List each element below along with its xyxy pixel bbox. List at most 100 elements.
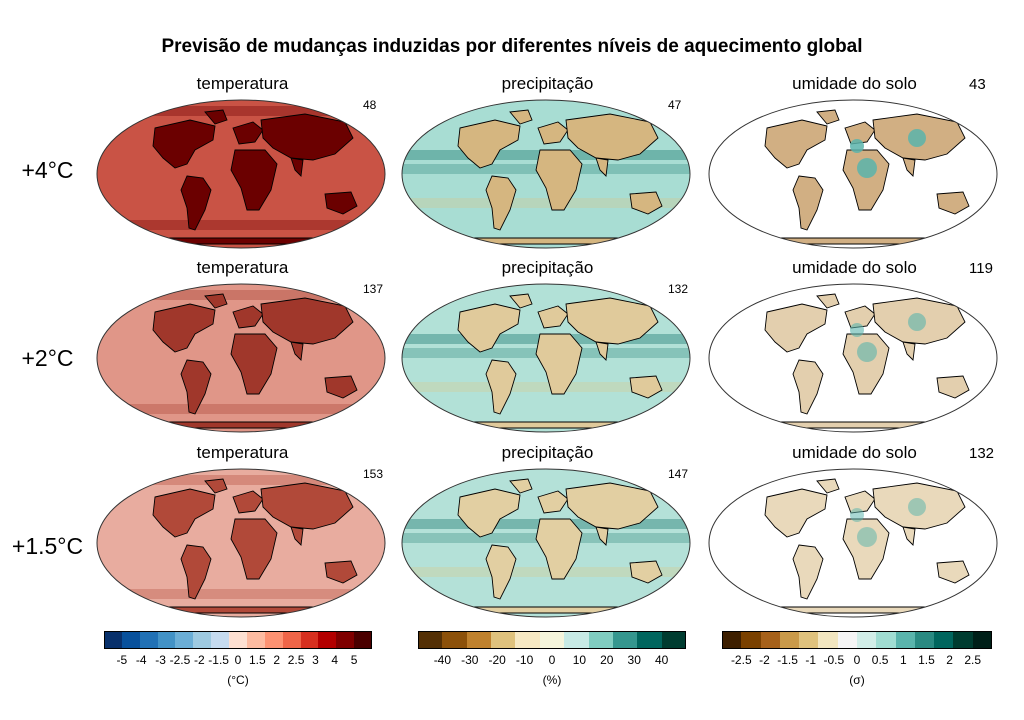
continent-outline bbox=[629, 560, 663, 584]
wetting-patch bbox=[850, 323, 864, 337]
continent-outline bbox=[204, 109, 228, 125]
world-map bbox=[708, 99, 998, 249]
colorbar-tick-label: -4 bbox=[135, 653, 147, 667]
colorbar-swatch bbox=[491, 631, 516, 649]
continent-outline bbox=[152, 119, 216, 169]
continent-outline bbox=[457, 119, 521, 169]
panel-variable-title: precipitação bbox=[501, 443, 594, 462]
colorbar-swatch bbox=[722, 631, 742, 649]
continent-outline bbox=[290, 157, 304, 177]
colorbar-tick-label: 2.5 bbox=[287, 653, 305, 667]
map-panel: precipitação 47 bbox=[400, 74, 695, 254]
continent-outline bbox=[232, 121, 264, 145]
continent-outline bbox=[595, 526, 609, 546]
wetting-patch bbox=[850, 508, 864, 522]
colorbar-unit: (σ) bbox=[849, 673, 865, 687]
colorbar-tick-label: -3 bbox=[155, 653, 166, 667]
panel-variable-title: temperatura bbox=[196, 74, 289, 93]
colorbar-swatch bbox=[564, 631, 590, 649]
continent-outline bbox=[537, 121, 569, 145]
panel-variable-title: umidade do solo bbox=[792, 74, 917, 93]
continent-outline bbox=[535, 149, 583, 211]
colorbar-tick-label: -2.5 bbox=[169, 653, 191, 667]
continent-outline bbox=[842, 149, 890, 211]
continent-outline bbox=[565, 113, 659, 161]
wetting-patch bbox=[908, 498, 926, 516]
colorbar-tick-label: -20 bbox=[488, 653, 506, 667]
map-border bbox=[708, 99, 998, 249]
colorbar-tick-label: 20 bbox=[600, 653, 614, 667]
latitude-band bbox=[97, 404, 385, 414]
continent-outline bbox=[230, 333, 278, 395]
model-count: 132 bbox=[969, 445, 995, 462]
continent-outline bbox=[764, 303, 828, 353]
colorbar-frame bbox=[722, 631, 992, 649]
colorbar-tick-label: -1 bbox=[805, 653, 817, 667]
map-border bbox=[401, 99, 691, 249]
colorbar-swatch bbox=[211, 631, 230, 649]
panel-variable-title: umidade do solo bbox=[792, 258, 917, 277]
map-border bbox=[401, 468, 691, 618]
colorbar-tick-label: -40 bbox=[433, 653, 452, 667]
map-panel: temperatura 137 bbox=[95, 258, 390, 438]
continent-outline bbox=[457, 303, 521, 353]
latitude-band bbox=[402, 567, 690, 577]
continent-outline bbox=[936, 560, 970, 584]
world-map bbox=[96, 99, 386, 249]
colorbar-swatch bbox=[779, 631, 800, 649]
continent-outline bbox=[152, 303, 216, 353]
map-border bbox=[96, 283, 386, 433]
colorbar-swatch bbox=[104, 631, 123, 649]
colorbar-tick-label: -30 bbox=[461, 653, 479, 667]
world-map bbox=[401, 468, 691, 618]
warming-level-label: +2°C bbox=[21, 345, 74, 371]
colorbar-swatch bbox=[418, 631, 443, 649]
map-border bbox=[96, 99, 386, 249]
latitude-band bbox=[97, 220, 385, 230]
colorbar-swatch bbox=[246, 631, 266, 649]
map-panel: temperatura 48 bbox=[95, 74, 390, 254]
continent-outline bbox=[324, 375, 358, 399]
colorbar-tick-label: 3 bbox=[312, 653, 319, 667]
continent-outline bbox=[457, 488, 521, 538]
map-border bbox=[708, 283, 998, 433]
continent-outline bbox=[844, 121, 876, 145]
map-panel: umidade do solo 119 bbox=[707, 258, 1002, 438]
colorbar-tick-label: 0 bbox=[853, 653, 861, 667]
continent-outline bbox=[260, 482, 354, 530]
map-border bbox=[96, 468, 386, 618]
colorbar-swatch bbox=[661, 631, 687, 649]
continent-outline bbox=[565, 297, 659, 345]
warming-level-label: +1.5°C bbox=[11, 533, 84, 559]
colorbar-swatch bbox=[157, 631, 176, 649]
continent-outline bbox=[180, 175, 212, 231]
colorbar-tick-label: -1.5 bbox=[777, 653, 798, 667]
temperature-colorbar: -5 -4 -3 -2.5 -2 -1.5 0 1.5 2 2.5 3 4 5 (°C) bbox=[104, 631, 373, 691]
continent-outline bbox=[746, 237, 959, 245]
colorbar-tick-label: -0.5 bbox=[823, 653, 845, 667]
colorbar-tick-label: 0 bbox=[234, 653, 242, 667]
wetting-patch bbox=[908, 129, 926, 147]
continent-outline bbox=[792, 544, 824, 600]
continent-outline bbox=[204, 478, 228, 494]
precipitation-colorbar: -40 -30 -20 -10 0 10 20 30 40 (%) bbox=[418, 631, 687, 691]
latitude-band bbox=[402, 198, 690, 208]
model-count: 119 bbox=[969, 260, 993, 277]
colorbar-swatch bbox=[914, 631, 935, 649]
colorbar-tick-label: 0.5 bbox=[871, 653, 889, 667]
continent-outline bbox=[902, 157, 916, 177]
colorbar-swatch bbox=[336, 631, 355, 649]
continent-outline bbox=[509, 293, 533, 309]
continent-outline bbox=[260, 113, 354, 161]
colorbar-unit: (°C) bbox=[227, 673, 249, 687]
continent-outline bbox=[902, 341, 916, 361]
model-count: 47 bbox=[668, 98, 682, 112]
continent-outline bbox=[629, 191, 663, 215]
map-border bbox=[708, 468, 998, 618]
continent-outline bbox=[537, 305, 569, 329]
continent-outline bbox=[180, 544, 212, 600]
map-panel: umidade do solo 43 bbox=[707, 74, 1002, 254]
wetting-patch bbox=[908, 313, 926, 331]
continent-outline bbox=[509, 109, 533, 125]
colorbar-swatch bbox=[539, 631, 565, 649]
